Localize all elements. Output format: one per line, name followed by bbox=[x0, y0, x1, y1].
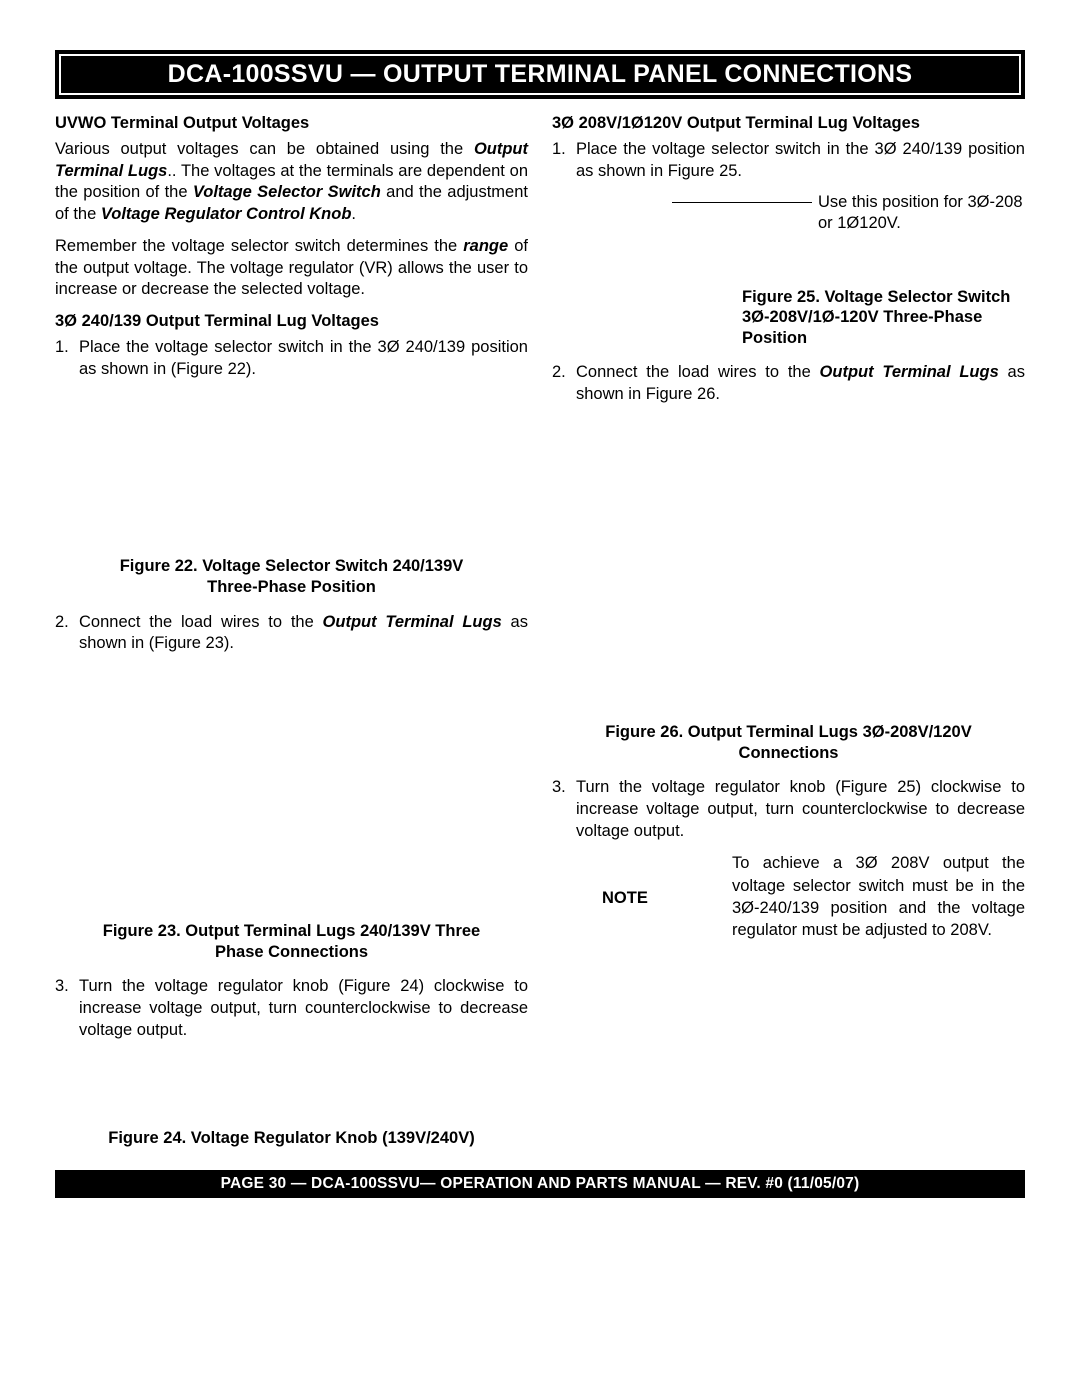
figure-22-caption: Figure 22. Voltage Selector Switch 240/1… bbox=[95, 556, 488, 597]
list-208-step3: 3.Turn the voltage regulator knob (Figur… bbox=[552, 777, 1025, 842]
figure-24-placeholder bbox=[55, 1052, 528, 1122]
right-column: 3Ø 208V/1Ø120V Output Terminal Lug Volta… bbox=[552, 113, 1025, 1152]
figure-23-caption: Figure 23. Output Terminal Lugs 240/139V… bbox=[95, 921, 488, 962]
list-item: 1.Place the voltage selector switch in t… bbox=[552, 139, 1025, 183]
note-label: NOTE bbox=[552, 852, 692, 910]
list-208-step2: 2.Connect the load wires to the Output T… bbox=[552, 362, 1025, 406]
list-240-step2: 2.Connect the load wires to the Output T… bbox=[55, 612, 528, 656]
list-item: 3.Turn the voltage regulator knob (Figur… bbox=[552, 777, 1025, 842]
figure-26-caption: Figure 26. Output Terminal Lugs 3Ø-208V/… bbox=[592, 722, 985, 763]
para-intro-1: Various output voltages can be obtained … bbox=[55, 139, 528, 226]
note-block: NOTE To achieve a 3Ø 208V output the vol… bbox=[552, 852, 1025, 941]
figure-25-callout: Use this position for 3Ø-208 or 1Ø120V. bbox=[552, 192, 1025, 234]
figure-23-placeholder bbox=[55, 665, 528, 915]
para-intro-2: Remember the voltage selector switch det… bbox=[55, 236, 528, 301]
left-column: UVWO Terminal Output Voltages Various ou… bbox=[55, 113, 528, 1152]
list-240-step1: 1.Place the voltage selector switch in t… bbox=[55, 337, 528, 381]
list-item: 3.Turn the voltage regulator knob (Figur… bbox=[55, 976, 528, 1041]
note-text: To achieve a 3Ø 208V output the voltage … bbox=[732, 852, 1025, 941]
figure-26-placeholder bbox=[552, 416, 1025, 716]
figure-22-placeholder bbox=[55, 390, 528, 550]
figure-24-caption: Figure 24. Voltage Regulator Knob (139V/… bbox=[95, 1128, 488, 1149]
list-208-step1: 1.Place the voltage selector switch in t… bbox=[552, 139, 1025, 183]
list-item: 2.Connect the load wires to the Output T… bbox=[55, 612, 528, 656]
heading-240-139: 3Ø 240/139 Output Terminal Lug Voltages bbox=[55, 311, 528, 333]
callout-line-icon bbox=[672, 202, 812, 203]
title-bar: DCA-100SSVU — OUTPUT TERMINAL PANEL CONN… bbox=[55, 50, 1025, 99]
heading-uvwo: UVWO Terminal Output Voltages bbox=[55, 113, 528, 135]
list-item: 2.Connect the load wires to the Output T… bbox=[552, 362, 1025, 406]
content-columns: UVWO Terminal Output Voltages Various ou… bbox=[55, 113, 1025, 1152]
list-item: 1.Place the voltage selector switch in t… bbox=[55, 337, 528, 381]
figure-25-placeholder bbox=[552, 237, 1025, 281]
list-240-step3: 3.Turn the voltage regulator knob (Figur… bbox=[55, 976, 528, 1041]
figure-25-caption: Figure 25. Voltage Selector Switch 3Ø-20… bbox=[742, 287, 1025, 349]
page-title: DCA-100SSVU — OUTPUT TERMINAL PANEL CONN… bbox=[59, 54, 1021, 95]
footer-bar: PAGE 30 — DCA-100SSVU— OPERATION AND PAR… bbox=[55, 1170, 1025, 1198]
heading-208-120: 3Ø 208V/1Ø120V Output Terminal Lug Volta… bbox=[552, 113, 1025, 135]
